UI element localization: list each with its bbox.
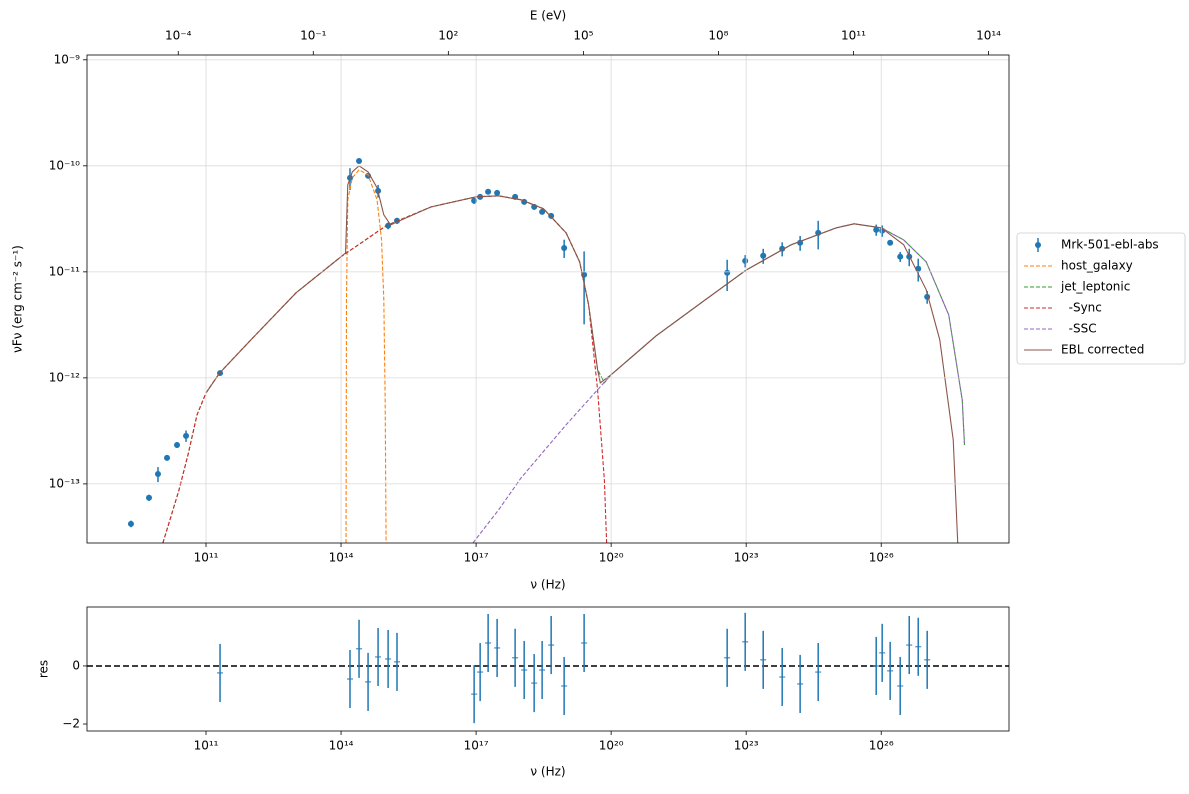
x-tick-label: 10¹⁷	[464, 551, 489, 565]
data-point	[897, 253, 904, 260]
data-point	[154, 470, 161, 477]
x-tick-label: 10¹⁷	[464, 739, 489, 753]
x-tick-label: 10²⁰	[599, 739, 624, 753]
legend-label: jet_leptonic	[1060, 280, 1130, 294]
data-point	[561, 244, 568, 251]
legend-label: EBL corrected	[1061, 343, 1144, 357]
y-tick-label: 10⁻¹¹	[49, 264, 80, 278]
x-tick-label: 10²⁶	[869, 551, 894, 565]
data-point	[145, 494, 152, 501]
top-axis-label: E (eV)	[530, 9, 566, 23]
data-point	[742, 257, 749, 264]
data-point	[873, 226, 880, 233]
plot-area	[87, 612, 1009, 724]
data-point	[174, 441, 181, 448]
x-tick-label: 10¹⁴	[329, 739, 354, 753]
axes-frame	[86, 606, 1010, 732]
y-axis-label: res	[37, 660, 51, 678]
legend-label: -Sync	[1061, 301, 1102, 315]
data-point	[887, 239, 894, 246]
x-tick-label: 10²³	[734, 739, 759, 753]
y-tick-label: 10⁻¹³	[49, 476, 80, 490]
top-tick-label: 10⁻⁴	[165, 29, 192, 43]
top-tick-label: 10⁻¹	[300, 29, 327, 43]
axes-frame	[86, 54, 1010, 544]
x-tick-label: 10¹⁴	[329, 551, 354, 565]
x-axis-label: ν (Hz)	[530, 578, 565, 592]
data-point	[471, 197, 478, 204]
y-tick-label: 0	[72, 658, 80, 672]
legend-box	[1016, 232, 1186, 365]
data-point	[724, 269, 731, 276]
plot-area	[127, 158, 966, 543]
legend-label: Mrk-501-ebl-abs	[1061, 238, 1159, 252]
data-point	[127, 520, 134, 527]
data-point	[356, 158, 363, 165]
y-tick-label: 10⁻¹²	[49, 370, 80, 384]
data-point	[760, 252, 767, 259]
x-tick-label: 10¹¹	[194, 739, 219, 753]
x-tick-label: 10¹¹	[194, 551, 219, 565]
top-tick-label: 10⁸	[708, 29, 728, 43]
top-tick-label: 10¹¹	[841, 29, 866, 43]
x-axis-label: ν (Hz)	[530, 765, 565, 779]
legend-label: -SSC	[1061, 322, 1097, 336]
top-tick-label: 10⁵	[573, 29, 593, 43]
top-tick-label: 10²	[438, 29, 458, 43]
x-tick-label: 10²⁶	[869, 739, 894, 753]
data-point	[494, 189, 501, 196]
model-line	[205, 165, 959, 543]
data-point	[548, 212, 555, 219]
data-point	[183, 432, 190, 439]
y-tick-label: 10⁻⁹	[54, 52, 81, 66]
top-tick-label: 10¹⁴	[976, 29, 1001, 43]
x-tick-label: 10²³	[734, 551, 759, 565]
y-tick-label: −2	[62, 717, 80, 731]
y-axis-label: νFν (erg cm⁻² s⁻¹)	[11, 245, 25, 353]
x-tick-label: 10²⁰	[599, 551, 624, 565]
data-point	[539, 208, 546, 215]
y-tick-label: 10⁻¹⁰	[49, 158, 80, 172]
data-point	[485, 188, 492, 195]
legend-symbol	[1035, 242, 1041, 248]
data-point	[164, 454, 171, 461]
legend-label: host_galaxy	[1061, 259, 1133, 273]
model-line	[345, 169, 387, 543]
